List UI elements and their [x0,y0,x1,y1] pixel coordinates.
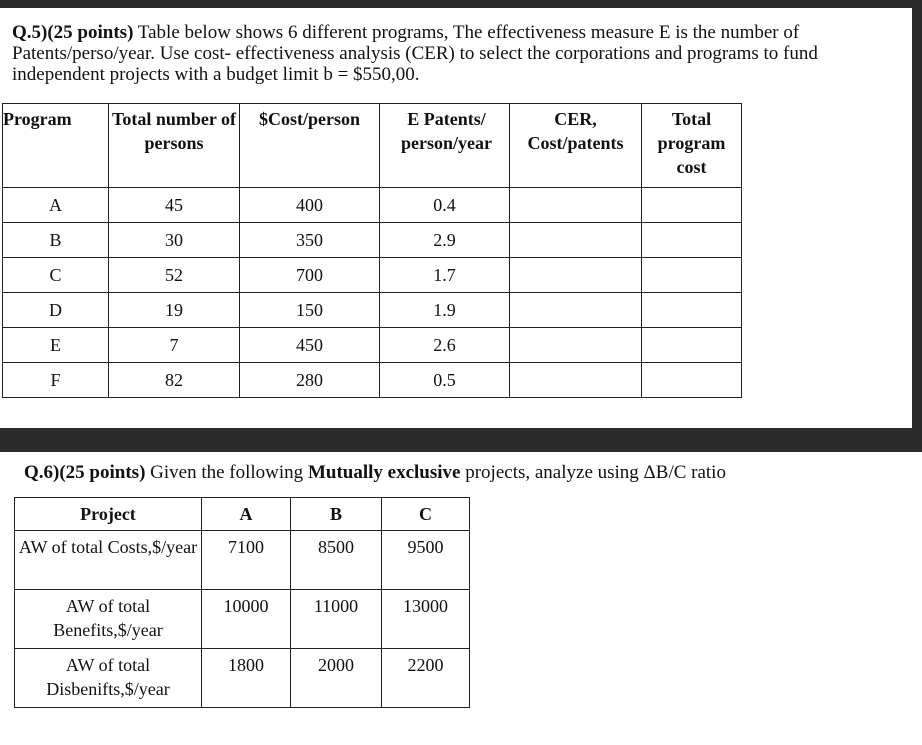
table-cell: 9500 [381,530,470,590]
table-cell: 0.5 [379,362,510,398]
emphasis: Mutually exclusive [307,462,461,483]
table-cell: 7100 [201,530,291,590]
empty-cell [509,327,642,363]
header-cell: E Patents/ person/year [379,103,510,188]
empty-cell [641,292,742,328]
empty-cell [641,187,742,223]
table-cell: 280 [239,362,380,398]
table-cell: 2.9 [379,222,510,258]
table-cell: 8500 [290,530,382,590]
table-row: D 19 150 1.9 [2,292,742,328]
table-row: B 30 350 2.9 [2,222,742,258]
table-cell: F [2,362,109,398]
table-cell: 7 [108,327,240,363]
table-cell: E [2,327,109,363]
table-row: AW of total Costs,$/year 7100 8500 9500 [14,530,470,590]
table-cell: 45 [108,187,240,223]
empty-cell [509,362,642,398]
header-cell: Total number of persons [108,103,240,188]
table-row: C 52 700 1.7 [2,257,742,293]
programs-table: Program Total number of persons $Cost/pers… [2,103,742,398]
question-text: Q.5)(25 points) Table below shows 6 diff… [12,22,907,85]
table-cell: B [2,222,109,258]
table-cell: A [2,187,109,223]
table-cell: 400 [239,187,380,223]
empty-cell [641,222,742,258]
table-row: AW of total Benefits,$/year 10000 11000 130… [14,589,470,649]
table-row: E 7 450 2.6 [2,327,742,363]
table-cell: 11000 [290,589,382,649]
table-cell: 82 [108,362,240,398]
table-row: F 82 280 0.5 [2,362,742,398]
header-cell: Program [2,103,109,188]
empty-cell [509,257,642,293]
empty-cell [509,187,642,223]
table-cell: 10000 [201,589,291,649]
table-row: A 45 400 0.4 [2,187,742,223]
empty-cell [641,257,742,293]
table-cell: 1800 [201,648,291,708]
header-cell: C [381,497,470,531]
header-row: Program Total number of persons $Cost/pers… [2,103,742,188]
table-cell: AW of total Disbenifts,$/year [14,648,202,708]
empty-cell [641,362,742,398]
table-cell: 0.4 [379,187,510,223]
header-row: Project A B C [14,497,470,531]
table-row: AW of total Disbenifts,$/year 1800 2000 220… [14,648,470,708]
table-cell: D [2,292,109,328]
question-body: projects, analyze using ΔB/C ratio [465,462,726,483]
table-cell: 1.7 [379,257,510,293]
table-cell: 2200 [381,648,470,708]
question-5: Q.5)(25 points) Table below shows 6 diff… [0,8,912,428]
projects-table: Project A B C AW of total Costs,$/year 7100 85… [14,497,470,708]
header-cell: A [201,497,291,531]
table-cell: 2.6 [379,327,510,363]
table-cell: 2000 [290,648,382,708]
question-text: Q.6)(25 points) Given the following Mutu… [24,462,726,484]
question-6: Q.6)(25 points) Given the following Mutu… [0,452,922,745]
table-cell: 19 [108,292,240,328]
table-cell: 150 [239,292,380,328]
empty-cell [509,292,642,328]
empty-cell [509,222,642,258]
empty-cell [641,327,742,363]
question-body: Table below shows 6 different programs, … [12,22,818,85]
table-cell: 350 [239,222,380,258]
table-cell: AW of total Benefits,$/year [14,589,202,649]
header-cell: B [290,497,382,531]
table-cell: 52 [108,257,240,293]
table-cell: C [2,257,109,293]
question-label: Q.6)(25 points) [24,462,146,483]
header-cell: Total program cost [641,103,742,188]
table-cell: 700 [239,257,380,293]
table-cell: 13000 [381,589,470,649]
header-cell: CER, Cost/patents [509,103,642,188]
header-cell: Project [14,497,202,531]
header-cell: $Cost/person [239,103,380,188]
table-cell: 1.9 [379,292,510,328]
table-cell: 450 [239,327,380,363]
question-label: Q.5)(25 points) [12,22,134,43]
table-cell: 30 [108,222,240,258]
question-body: Given the following [150,462,304,483]
table-cell: AW of total Costs,$/year [14,530,202,590]
